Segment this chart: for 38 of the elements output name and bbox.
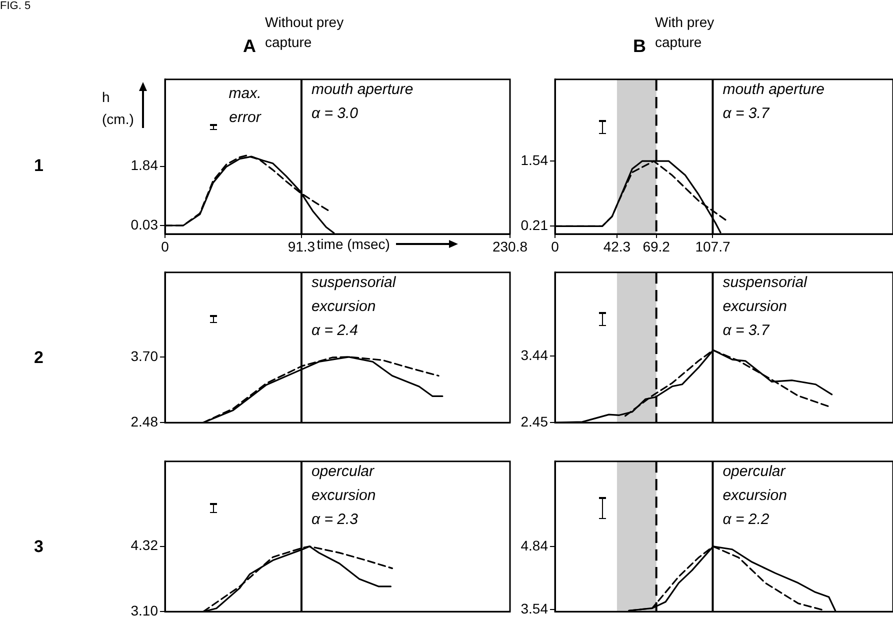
annotation: α = 2.4 <box>311 321 359 341</box>
text: 3 <box>34 537 44 558</box>
x-tick-label: 69.2 <box>642 238 670 254</box>
caption: FIG. 5 <box>0 0 31 12</box>
y-tick-label: 3.54 <box>520 600 548 617</box>
chart-subtitle: With prey capture <box>655 13 716 52</box>
x-tick-label: 0 <box>551 238 560 254</box>
y-axis-title: h (cm.) <box>102 88 135 129</box>
annotation: mouth aperture <box>311 80 414 100</box>
y-tick-label: 0.21 <box>520 217 548 234</box>
annotation: max. error <box>228 84 262 128</box>
x-tick-label: 0 <box>161 238 170 254</box>
y-tick-label: 0.03 <box>130 216 158 232</box>
x-tick-label: 91.3 <box>288 238 316 254</box>
annotation: α = 3.7 <box>722 321 771 341</box>
annotation: mouth aperture <box>722 80 826 100</box>
y-tick-label: 1.84 <box>130 157 158 174</box>
y-tick-label: 3.44 <box>520 347 548 364</box>
annotation: α = 3.7 <box>722 104 771 124</box>
chart-title: B <box>633 36 646 57</box>
y-tick-label: 2.45 <box>520 413 548 430</box>
text: 2 <box>34 348 44 368</box>
x-tick-label: 107.7 <box>695 238 730 254</box>
x-axis-title: time (msec) <box>316 236 390 252</box>
y-tick-label: 2.48 <box>130 413 158 430</box>
text: 1 <box>34 156 44 176</box>
chart-subtitle: Without prey capture <box>265 13 345 52</box>
annotation: α = 2.3 <box>311 510 359 530</box>
annotation: α = 3.0 <box>311 104 359 124</box>
x-tick-label: 42.3 <box>603 238 631 254</box>
chart-title: A <box>243 36 256 57</box>
x-tick-label: 230.8 <box>492 238 528 254</box>
y-tick-label: 3.10 <box>130 602 158 618</box>
y-tick-label: 4.84 <box>520 537 548 554</box>
y-tick-label: 1.54 <box>520 152 548 168</box>
y-tick-label: 3.70 <box>130 348 158 364</box>
annotation: α = 2.2 <box>722 510 770 530</box>
y-tick-label: 4.32 <box>130 537 158 554</box>
